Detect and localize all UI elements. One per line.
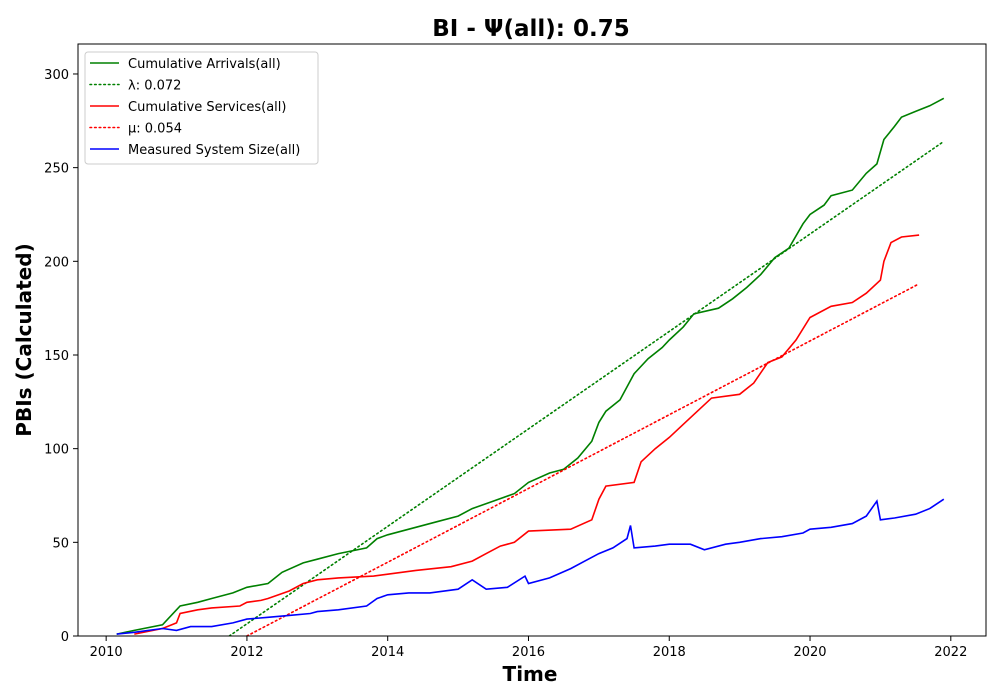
y-tick-label: 200: [44, 255, 69, 270]
x-axis-title: Time: [503, 662, 558, 686]
y-tick-label: 150: [44, 349, 69, 364]
x-tick-label: 2012: [230, 645, 263, 660]
series-line-5: [116, 498, 945, 635]
x-tick-label: 2020: [793, 645, 826, 660]
plot-area: [116, 97, 945, 636]
legend-label: Cumulative Arrivals(all): [128, 57, 281, 72]
y-tick-label: 50: [52, 536, 69, 551]
y-tick-label: 300: [44, 68, 69, 83]
y-tick-label: 250: [44, 162, 69, 177]
series-line-4: [246, 282, 920, 636]
legend-label: Cumulative Services(all): [128, 100, 286, 115]
y-axis-title: PBIs (Calculated): [12, 243, 36, 436]
legend-label: Measured System Size(all): [128, 143, 300, 158]
legend-label: λ: 0.072: [128, 79, 181, 94]
chart-title: BI - Ψ(all): 0.75: [432, 16, 629, 42]
x-tick-label: 2016: [512, 645, 545, 660]
legend-label: μ: 0.054: [128, 122, 182, 137]
series-line-3: [134, 234, 920, 635]
series-line-1: [116, 97, 945, 635]
plot-frame: [77, 43, 987, 637]
x-tick-label: 2018: [653, 645, 686, 660]
y-axis: 0 50 100 150 200 250 300: [44, 68, 78, 645]
y-tick-label: 0: [61, 630, 69, 645]
x-tick-label: 2010: [90, 645, 123, 660]
series-line-2: [228, 140, 945, 636]
legend-box: [84, 51, 319, 165]
x-tick-label: 2022: [934, 645, 967, 660]
y-tick-label: 100: [44, 443, 69, 458]
legend: Cumulative Arrivals(all) λ: 0.072 Cumulati…: [84, 51, 319, 165]
x-tick-label: 2014: [371, 645, 404, 660]
x-axis: 2010 2012 2014 2016 2018 2020 2022: [90, 636, 967, 660]
